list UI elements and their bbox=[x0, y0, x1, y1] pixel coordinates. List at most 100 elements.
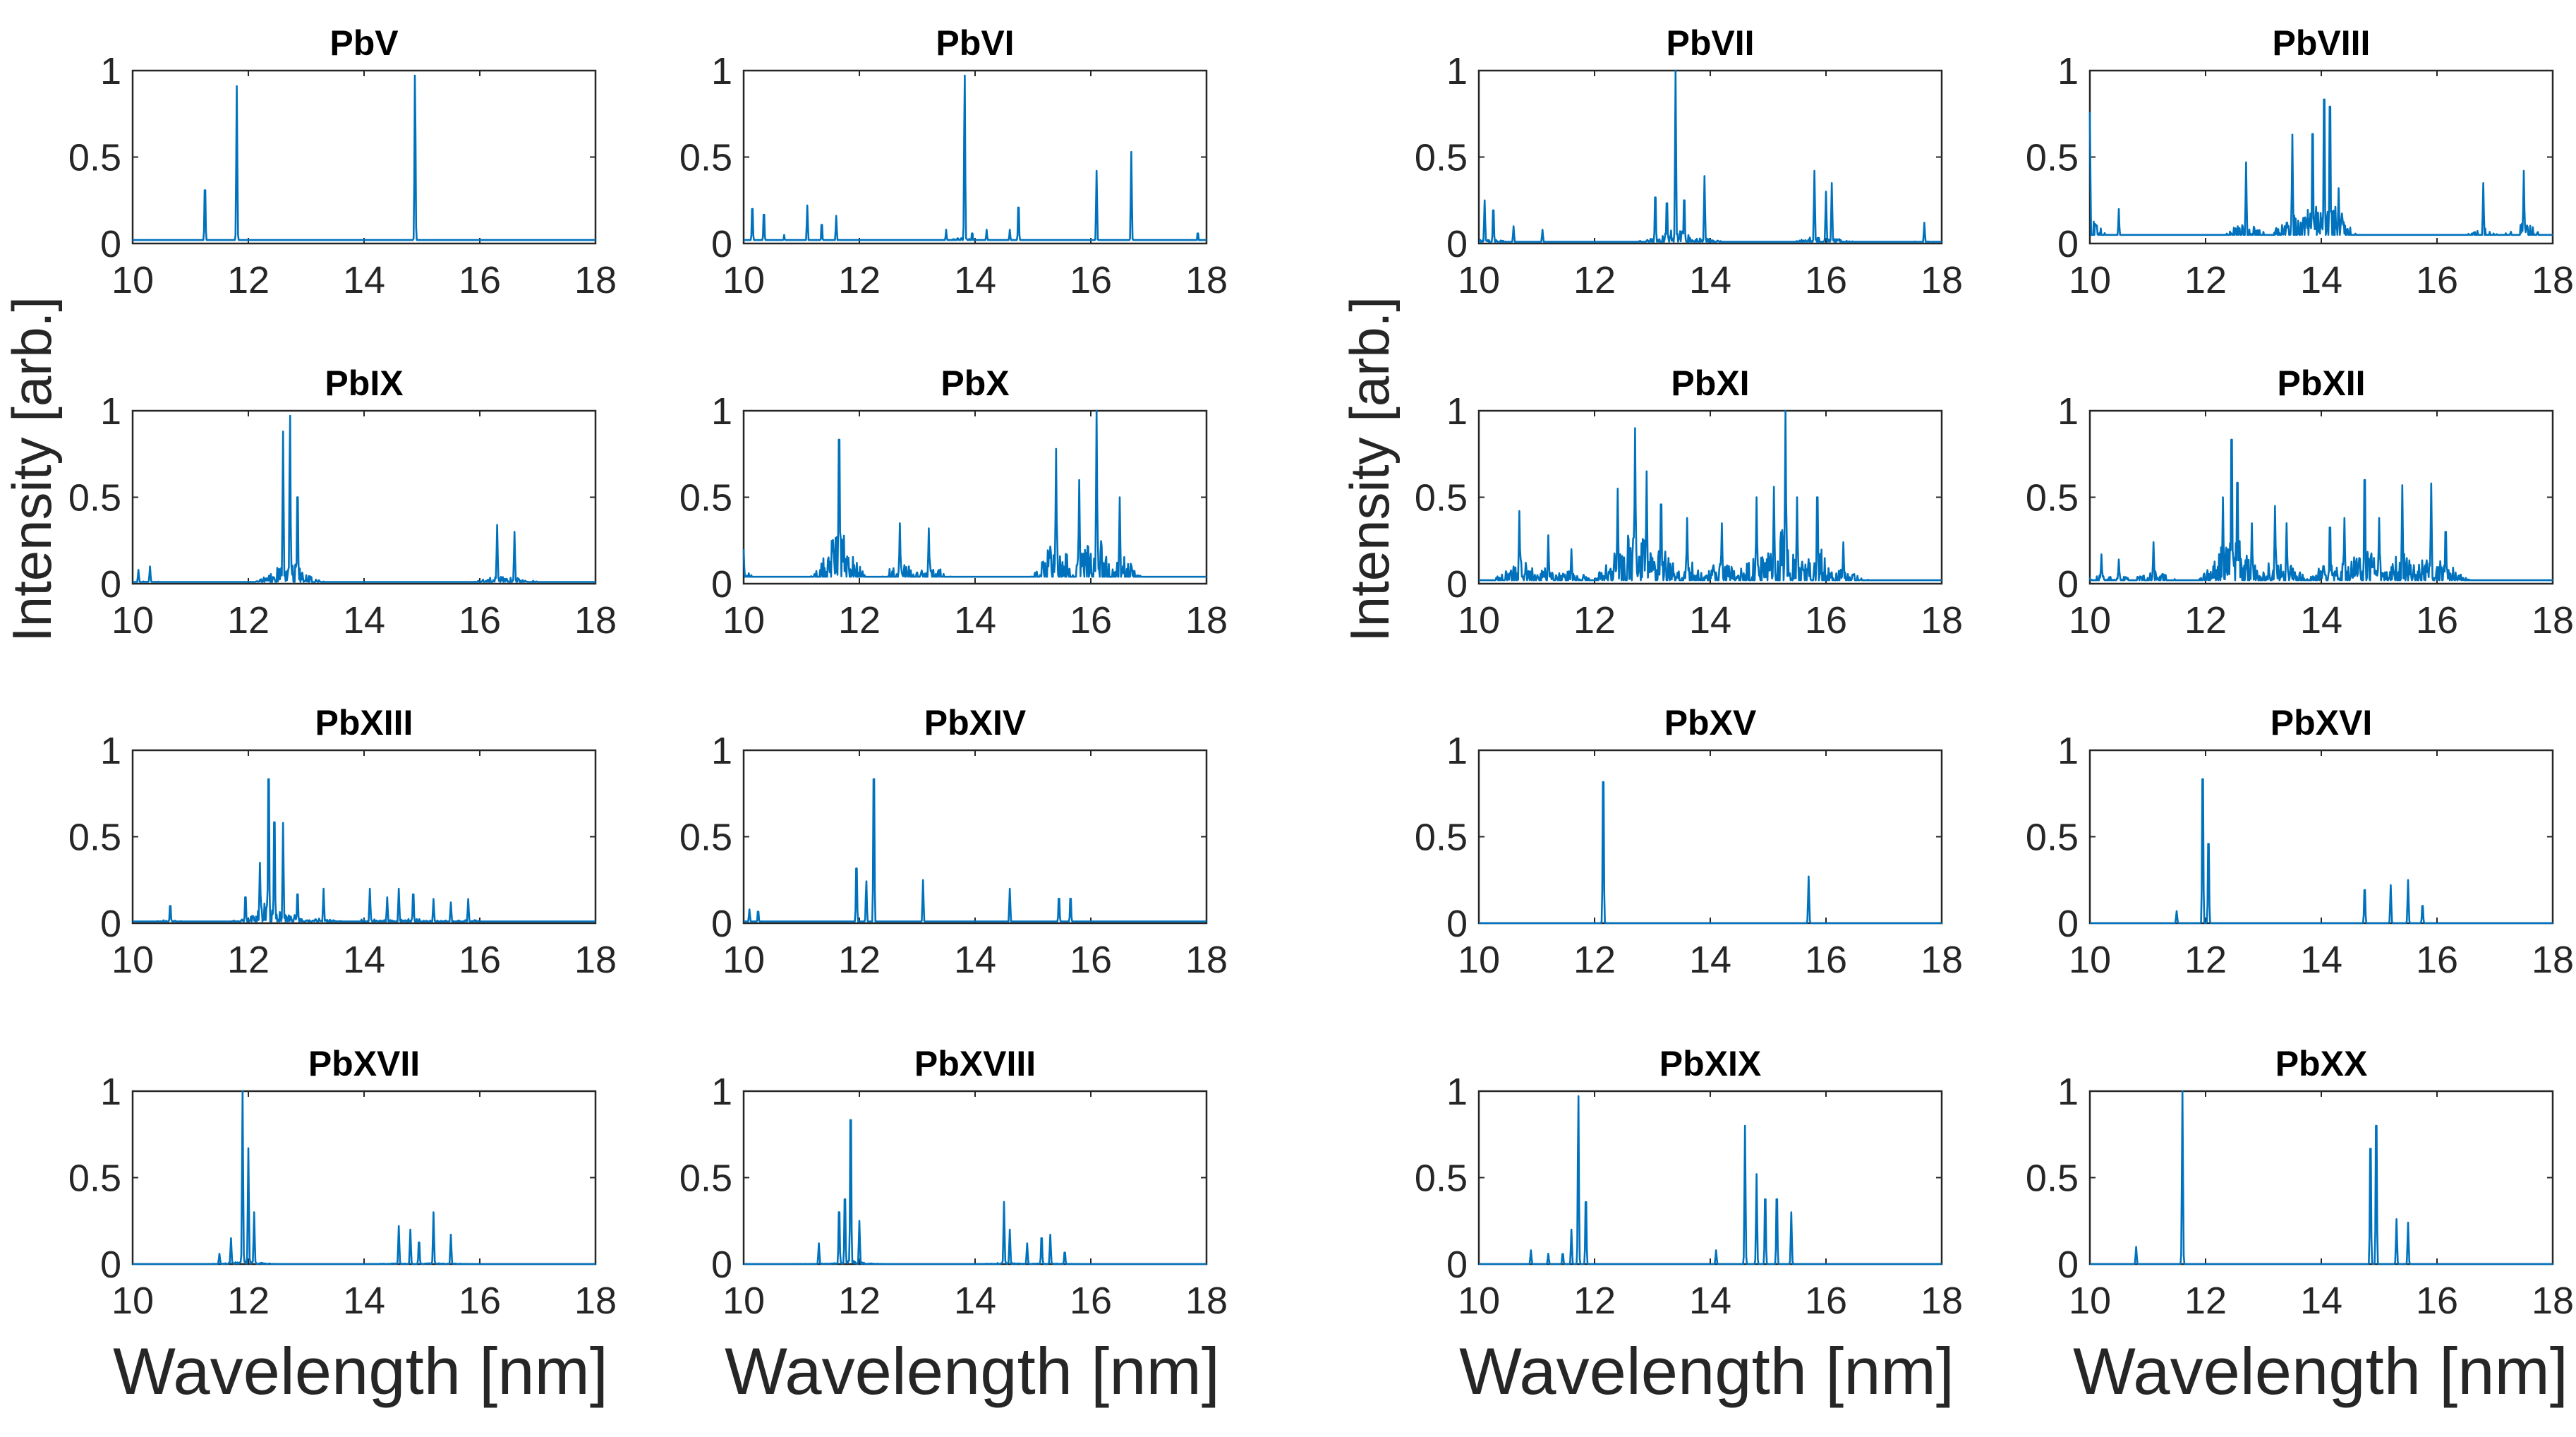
plot-frame bbox=[131, 69, 597, 245]
x-tick-label: 12 bbox=[227, 1280, 270, 1322]
x-tick-label: 16 bbox=[1070, 599, 1112, 642]
x-tick-label: 18 bbox=[574, 599, 617, 642]
y-tick-label: 0.5 bbox=[68, 817, 121, 859]
x-tick-label: 12 bbox=[1573, 259, 1616, 301]
y-tick-label: 0.5 bbox=[68, 137, 121, 179]
plot-frame bbox=[131, 1090, 597, 1265]
x-tick-label: 12 bbox=[1573, 1280, 1616, 1322]
y-tick-label: 1 bbox=[1446, 50, 1468, 92]
plot-frame bbox=[1477, 1090, 1943, 1265]
panel-title: PbXVI bbox=[2270, 703, 2372, 742]
panel-pbxvii: PbXVII 10 12 14 16 18 0 0.5 1 bbox=[68, 1044, 617, 1322]
y-tick-label: 0 bbox=[711, 563, 732, 606]
x-tick-label: 18 bbox=[1185, 599, 1228, 642]
x-tick-label: 14 bbox=[2300, 1280, 2342, 1322]
y-tick-label: 0 bbox=[100, 563, 121, 606]
y-tick-label: 0 bbox=[2057, 903, 2079, 945]
x-tick-label: 12 bbox=[838, 939, 881, 981]
y-tick-label: 0 bbox=[1446, 1244, 1468, 1286]
spectrum-line-pbxix bbox=[1478, 1095, 1942, 1265]
panel-title: PbVIII bbox=[2273, 23, 2371, 63]
x-tick-label: 12 bbox=[227, 259, 270, 301]
y-tick-label: 0 bbox=[100, 1244, 121, 1286]
panel-pbviii: PbVIII 10 12 14 16 18 0 0.5 1 bbox=[2026, 23, 2574, 301]
plot-frame bbox=[742, 409, 1208, 585]
y-tick-label: 0 bbox=[1446, 903, 1468, 945]
x-tick-label: 14 bbox=[1689, 939, 1731, 981]
plot-frame bbox=[2088, 1090, 2554, 1265]
y-tick-label: 1 bbox=[100, 730, 121, 772]
x-tick-label: 10 bbox=[722, 259, 765, 301]
spectrum-line-pbxvii bbox=[132, 1090, 596, 1265]
panel-pbxx: PbXX 10 12 14 16 18 0 0.5 1 bbox=[2026, 1044, 2574, 1322]
x-tick-label: 16 bbox=[1805, 939, 1847, 981]
y-tick-label: 0.5 bbox=[1415, 137, 1468, 179]
y-tick-label: 0.5 bbox=[2026, 817, 2079, 859]
y-tick-label: 1 bbox=[100, 50, 121, 92]
spectrum-line-pbxx bbox=[2089, 1090, 2553, 1265]
y-tick-label: 0 bbox=[711, 903, 732, 945]
y-tick-label: 0.5 bbox=[679, 477, 732, 519]
spectrum-line-pbxii bbox=[2088, 438, 2553, 582]
y-tick-label: 0.5 bbox=[679, 137, 732, 179]
x-tick-label: 14 bbox=[1689, 259, 1731, 301]
x-axis-label-col2: Wavelength [nm] bbox=[725, 1334, 1220, 1408]
x-tick-label: 18 bbox=[1921, 599, 1963, 642]
x-tick-label: 14 bbox=[954, 599, 996, 642]
plot-frame bbox=[131, 749, 597, 925]
x-tick-label: 18 bbox=[574, 1280, 617, 1322]
y-tick-label: 0 bbox=[711, 1244, 732, 1286]
spectrum-line-pbv bbox=[132, 74, 596, 241]
x-tick-label: 16 bbox=[1070, 939, 1112, 981]
x-tick-label: 12 bbox=[1573, 599, 1616, 642]
x-tick-label: 18 bbox=[1921, 1280, 1963, 1322]
x-tick-label: 10 bbox=[2069, 599, 2111, 642]
x-tick-label: 14 bbox=[343, 1280, 385, 1322]
y-tick-label: 0.5 bbox=[1415, 1158, 1468, 1200]
x-tick-label: 18 bbox=[574, 259, 617, 301]
x-tick-label: 10 bbox=[722, 939, 765, 981]
y-tick-label: 0 bbox=[1446, 223, 1468, 265]
panel-pbxiv: PbXIV 10 12 14 16 18 0 0.5 1 bbox=[679, 703, 1228, 981]
x-tick-label: 10 bbox=[1458, 939, 1500, 981]
y-tick-label: 0 bbox=[2057, 223, 2079, 265]
x-axis-label-col1: Wavelength [nm] bbox=[113, 1334, 608, 1408]
x-tick-label: 14 bbox=[954, 259, 996, 301]
spectrum-line-pbxv bbox=[1478, 781, 1942, 925]
panel-title: PbXIX bbox=[1659, 1044, 1761, 1083]
panel-title: PbXIII bbox=[315, 703, 413, 742]
plot-frame bbox=[2088, 749, 2554, 925]
panel-title: PbVI bbox=[936, 23, 1014, 63]
x-tick-label: 10 bbox=[722, 1280, 765, 1322]
x-tick-label: 18 bbox=[1921, 939, 1963, 981]
panel-title: PbX bbox=[941, 363, 1009, 403]
panel-title: PbXI bbox=[1671, 363, 1749, 403]
y-tick-label: 1 bbox=[711, 50, 732, 92]
x-tick-label: 12 bbox=[838, 1280, 881, 1322]
y-tick-label: 0.5 bbox=[679, 1158, 732, 1200]
y-tick-label: 0 bbox=[100, 223, 121, 265]
y-tick-label: 0.5 bbox=[68, 1158, 121, 1200]
y-tick-label: 0.5 bbox=[2026, 137, 2079, 179]
panel-pbxiii: PbXIII 10 12 14 16 18 0 0.5 1 bbox=[68, 703, 617, 981]
x-tick-label: 16 bbox=[1805, 599, 1847, 642]
spectrum-line-pbxviii bbox=[743, 1119, 1207, 1265]
x-tick-label: 14 bbox=[1689, 599, 1731, 642]
plot-frame bbox=[742, 69, 1208, 245]
x-tick-label: 16 bbox=[2416, 939, 2458, 981]
x-tick-label: 18 bbox=[1185, 939, 1228, 981]
plot-frame bbox=[2088, 409, 2554, 585]
x-tick-label: 18 bbox=[2532, 599, 2574, 642]
y-tick-label: 1 bbox=[711, 390, 732, 433]
spectrum-line-pbix bbox=[132, 414, 596, 583]
x-tick-label: 10 bbox=[111, 1280, 154, 1322]
x-tick-label: 14 bbox=[2300, 259, 2342, 301]
x-tick-label: 18 bbox=[1185, 259, 1228, 301]
x-tick-label: 14 bbox=[343, 599, 385, 642]
panel-pbxviii: PbXVIII 10 12 14 16 18 0 0.5 1 bbox=[679, 1044, 1228, 1322]
spectrum-line-pbxi bbox=[1478, 409, 1942, 582]
x-tick-label: 16 bbox=[2416, 599, 2458, 642]
x-tick-label: 14 bbox=[954, 1280, 996, 1322]
panel-title: PbXX bbox=[2275, 1044, 2368, 1083]
